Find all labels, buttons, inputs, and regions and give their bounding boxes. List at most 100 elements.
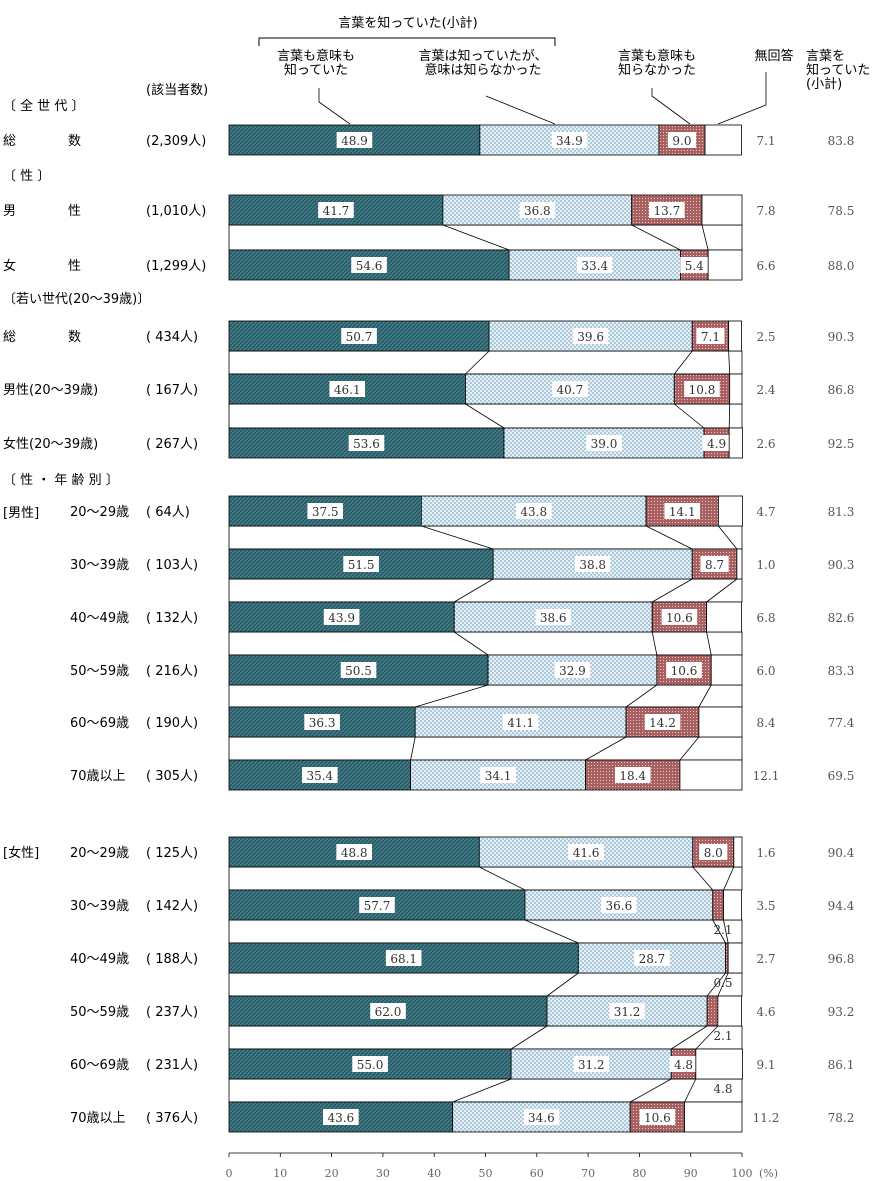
value-label-box (576, 257, 613, 273)
x-tick-label: 40 (427, 1167, 441, 1180)
connector-frame (228, 224, 743, 251)
row-respondent-count: (1,010人) (146, 204, 206, 219)
no-answer-value: 9.1 (756, 1058, 775, 1072)
bar-segment-series-2 (577, 942, 726, 974)
connector-frame (228, 736, 743, 761)
row-respondent-count: ( 142人) (146, 899, 198, 914)
bar-row: 総 数 (2,309人) 48.9 34.9 9.0 7.1 83.8 (3, 124, 854, 156)
subtotal-value: 86.8 (828, 383, 855, 397)
connector-line (670, 1025, 708, 1050)
bar-row: 40～49歳 ( 188人) 68.1 28.7 2.7 96.8 (70, 942, 855, 974)
bar-value-label: 9.0 (672, 134, 691, 148)
value-label-box (649, 202, 685, 218)
subtotal-value: 90.3 (828, 330, 855, 344)
value-label-box (323, 1109, 359, 1125)
connector-line (706, 631, 712, 656)
bar-segment-series-4 (723, 889, 742, 921)
section-label: 〔若い世代(20～39歳)〕 (3, 291, 150, 307)
subtotal-group-bracket (258, 37, 556, 46)
value-label-box (568, 844, 604, 860)
bar-value-label: 14.1 (669, 505, 696, 519)
row-respondent-count: (1,299人) (146, 259, 206, 274)
value-label-box (696, 328, 725, 344)
value-label-box (318, 202, 354, 218)
connector-line (546, 972, 579, 997)
value-label-box (684, 381, 720, 397)
value-label-box (307, 503, 343, 519)
value-label-box (572, 328, 609, 344)
row-label: 70歳以上 (70, 769, 126, 784)
row-label: 女性(20～39歳) (3, 436, 98, 452)
header-leader-col4 (717, 72, 767, 125)
bar-row: 50～59歳 ( 216人) 50.5 32.9 10.6 6.0 83.3 (70, 654, 854, 686)
row-label: 40～49歳 (70, 952, 129, 967)
bar-segment-series-4 (698, 706, 743, 738)
value-label-box (644, 714, 681, 730)
bar-value-label: 41.6 (573, 846, 600, 860)
bar-segment-series-4 (717, 995, 742, 1027)
subtotal-value: 96.8 (828, 952, 855, 966)
no-answer-value: 2.6 (756, 437, 775, 451)
row-label: 20～29歳 (70, 505, 129, 520)
subtotal-value: 78.5 (828, 204, 855, 218)
row-label: 40～49歳 (70, 611, 129, 626)
bar-segment-series-4 (710, 654, 743, 686)
bar-value-label: 10.6 (671, 664, 698, 678)
row-label: 60～69歳 (70, 1058, 129, 1073)
no-answer-value: 12.1 (753, 769, 780, 783)
connector-line (673, 350, 693, 375)
no-answer-value: 4.7 (756, 505, 775, 519)
bar-row: 女 性 (1,299人) 54.6 33.4 5.4 6.6 88.0 (3, 249, 854, 281)
bar-value-label: 4.8 (674, 1058, 693, 1072)
connector-line (695, 1025, 719, 1050)
row-label: 70歳以上 (70, 1111, 126, 1126)
connector-line (415, 684, 489, 708)
row-label: 50～59歳 (70, 1005, 129, 1020)
row-label: 総 数 (3, 330, 81, 345)
value-label-box (661, 609, 698, 625)
value-label-box (573, 1056, 609, 1072)
bar-segment-series-4 (679, 759, 743, 791)
row-respondent-count: ( 190人) (146, 716, 198, 731)
bar-rows: 総 数 (2,309人) 48.9 34.9 9.0 7.1 83.8 男 性 (1,010人)… (3, 124, 855, 1133)
subtotal-value: 90.4 (828, 846, 855, 860)
connector-frame (228, 403, 743, 429)
bar-row: 50～59歳 ( 237人) 62.0 31.2 4.6 93.2 (70, 995, 854, 1027)
bar-value-label: 43.9 (328, 611, 355, 625)
bar-value-label: 28.7 (639, 952, 666, 966)
connector-line (465, 350, 490, 375)
bar-value-label: 10.6 (644, 1111, 671, 1125)
bar-value-label: 18.4 (619, 769, 646, 783)
row-respondent-count: ( 216人) (146, 664, 198, 679)
value-label-box (340, 662, 377, 678)
subtotal-value: 78.2 (828, 1111, 855, 1125)
value-label-box (352, 1056, 388, 1072)
row-respondent-count: ( 188人) (146, 952, 198, 967)
connector-line (585, 736, 627, 761)
bar-row: 70歳以上 ( 305人) 35.4 34.1 18.4 12.1 69.5 (70, 759, 854, 791)
bar-row: 総 数 ( 434人) 50.7 39.6 7.1 2.5 90.3 (3, 320, 855, 352)
connector-frame (228, 525, 743, 550)
row-respondent-count: ( 132人) (146, 611, 198, 626)
bar-value-label: 10.8 (689, 383, 716, 397)
bar-value-label: 51.5 (348, 558, 375, 572)
x-tick-label: 100 (732, 1167, 753, 1180)
value-label-box (669, 1056, 698, 1072)
value-label-box (574, 556, 611, 572)
bar-value-label-outside: 0.5 (713, 976, 732, 990)
value-label-box (519, 202, 556, 218)
connector-line (701, 224, 709, 251)
row-respondent-count: ( 237人) (146, 1005, 198, 1020)
bar-segment-series-4 (728, 320, 742, 352)
bar-value-label: 48.8 (341, 846, 368, 860)
value-label-box (639, 1109, 676, 1125)
bar-value-label: 34.1 (485, 769, 512, 783)
bar-segment-series-4 (701, 194, 743, 226)
no-answer-value: 2.4 (756, 383, 775, 397)
no-answer-value: 6.8 (756, 611, 775, 625)
section-label: 〔 全 世 代 〕 (3, 98, 85, 114)
value-label-box (586, 435, 622, 451)
bar-segment-series-4 (736, 548, 743, 580)
bar-value-label: 46.1 (334, 383, 361, 397)
value-label-box (634, 950, 670, 966)
